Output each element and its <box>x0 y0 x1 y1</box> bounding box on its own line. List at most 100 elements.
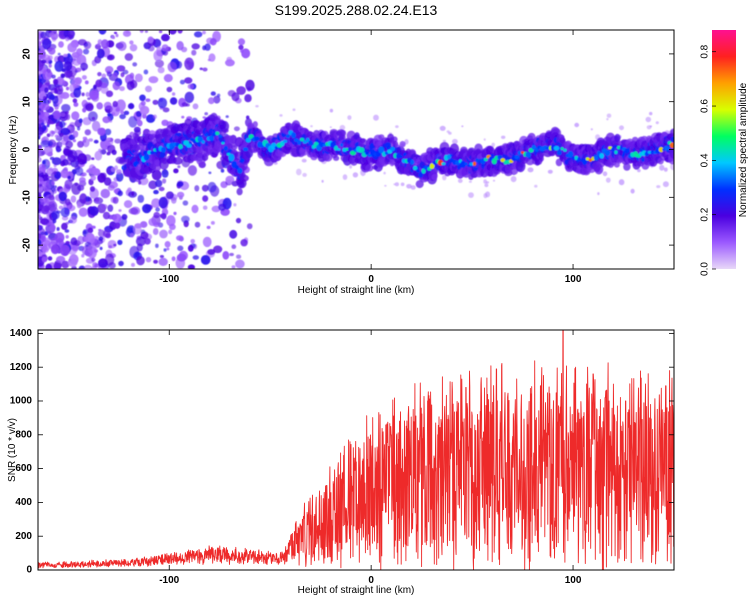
heatmap-cell <box>391 136 398 143</box>
heatmap-cell <box>135 110 142 118</box>
heatmap-cell <box>517 150 522 156</box>
heatmap-cell <box>245 137 252 143</box>
heatmap-cell <box>65 198 71 206</box>
heatmap-cell <box>45 263 53 269</box>
heatmap-cell <box>159 229 168 239</box>
heatmap-cell <box>81 253 85 258</box>
heatmap-cell <box>202 195 209 202</box>
heatmap-cell <box>67 53 71 58</box>
heatmap-cell <box>538 153 545 159</box>
heatmap-cell <box>467 164 471 168</box>
heatmap-cell <box>167 61 177 73</box>
heatmap-cell <box>148 218 157 226</box>
heatmap-cell <box>395 125 399 128</box>
heatmap-cell <box>70 195 77 203</box>
heatmap-cell <box>151 198 161 209</box>
heatmap-cell <box>200 255 211 265</box>
spectrogram-y-label: Frequency (Hz) <box>8 116 19 185</box>
heatmap-cell <box>100 204 108 210</box>
heatmap-cell <box>194 31 203 38</box>
heatmap-cell <box>38 232 41 240</box>
heatmap-cell <box>131 262 135 267</box>
heatmap-cell <box>182 200 189 206</box>
heatmap-cell <box>60 73 65 79</box>
heatmap-cell <box>145 257 152 263</box>
heatmap-cell <box>210 91 216 96</box>
heatmap-cell <box>38 224 43 231</box>
heatmap-cell <box>67 149 78 163</box>
heatmap-cell <box>439 125 446 131</box>
heatmap-cell <box>51 210 60 220</box>
heatmap-cell <box>38 111 41 116</box>
heatmap-cell <box>51 187 56 193</box>
heatmap-cell <box>236 187 243 196</box>
heatmap-cell <box>55 255 66 264</box>
heatmap-cell <box>650 150 655 155</box>
heatmap-cell <box>41 256 48 263</box>
heatmap-cell <box>38 183 43 187</box>
heatmap-cell <box>73 102 79 107</box>
heatmap-cell <box>153 49 163 62</box>
heatmap-cell <box>44 87 49 94</box>
heatmap-cell <box>104 128 112 136</box>
heatmap-cell <box>143 153 150 161</box>
heatmap-cell <box>461 125 464 128</box>
x-tick-label: 0 <box>368 274 374 285</box>
heatmap-cell <box>218 134 223 138</box>
heatmap-cell <box>144 238 151 245</box>
heatmap-cell <box>563 148 567 152</box>
heatmap-cell <box>57 113 61 118</box>
heatmap-cell <box>162 157 168 165</box>
snr-x-label: Height of straight line (km) <box>298 585 415 596</box>
heatmap-cell <box>89 186 96 192</box>
heatmap-cell <box>38 91 41 94</box>
heatmap-cell <box>400 182 405 187</box>
heatmap-cell <box>169 223 176 231</box>
heatmap-cell <box>176 235 184 241</box>
heatmap-cell <box>93 139 99 144</box>
heatmap-cell <box>192 255 199 260</box>
heatmap-cell <box>202 205 208 210</box>
heatmap-cell <box>161 169 169 178</box>
heatmap-cell <box>93 84 97 90</box>
heatmap-cell <box>65 235 69 239</box>
heatmap-cell <box>71 111 80 121</box>
heatmap-cell <box>229 252 234 257</box>
colorbar-tick-label: 0.8 <box>700 44 711 58</box>
heatmap-cell <box>85 92 90 97</box>
heatmap-cell <box>97 172 106 183</box>
heatmap-cell <box>46 133 51 138</box>
y-tick-label: 0 <box>26 565 32 576</box>
heatmap-cell <box>171 92 176 96</box>
heatmap-cell <box>40 122 45 126</box>
heatmap-cell <box>76 202 82 209</box>
heatmap-cell <box>292 108 296 111</box>
heatmap-cell <box>239 174 249 182</box>
heatmap-cell <box>670 136 674 143</box>
heatmap-cell <box>40 218 50 226</box>
heatmap-cell <box>208 171 212 175</box>
heatmap-cell <box>87 97 91 100</box>
heatmap-cell <box>202 67 208 72</box>
heatmap-cell <box>48 47 56 55</box>
heatmap-cell <box>491 142 496 148</box>
heatmap-cell <box>77 235 85 245</box>
heatmap-cell <box>82 107 87 113</box>
heatmap-cell <box>59 86 63 89</box>
heatmap-cell <box>38 50 44 60</box>
heatmap-cell <box>107 184 115 191</box>
heatmap-cell <box>105 66 114 74</box>
heatmap-cell <box>173 168 179 174</box>
heatmap-cell <box>157 97 168 109</box>
heatmap-cell <box>670 163 674 171</box>
heatmap-cell <box>618 179 625 186</box>
heatmap-cell <box>49 32 55 38</box>
heatmap-cell <box>527 132 536 141</box>
heatmap-cell <box>152 114 157 120</box>
heatmap-cell <box>53 170 57 175</box>
heatmap-cell <box>233 203 237 207</box>
heatmap-cell <box>39 103 50 111</box>
heatmap-cell <box>51 242 55 246</box>
heatmap-cell <box>162 178 167 184</box>
heatmap-cell <box>145 85 152 93</box>
